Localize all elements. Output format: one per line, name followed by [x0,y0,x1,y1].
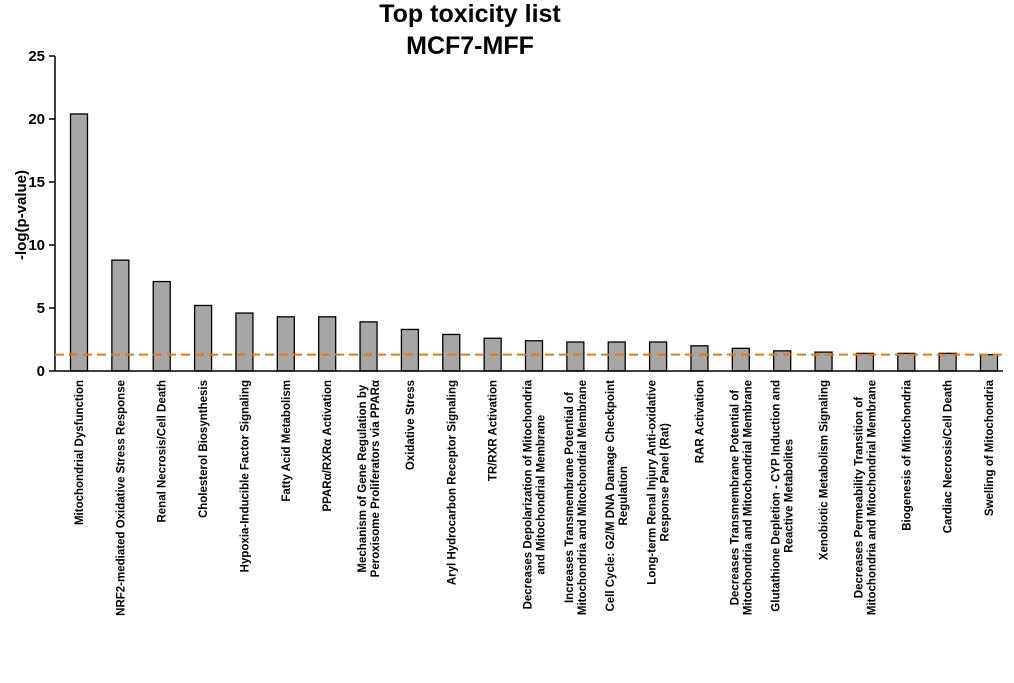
category-label: Mechanism of Gene Regulation by [357,384,369,572]
category-label: Biogenesis of Mitochondria [901,379,913,530]
category-label: and Mitochondrial Membrane [536,415,548,575]
bar [979,353,999,372]
axes-layer: 0 5 10 15 20 25 [28,48,1003,380]
y-tick-label: 0 [37,363,45,380]
category-label: PPARα/RXRα Activation [322,380,334,512]
category-label: Swelling of Mitochondria [984,379,996,516]
bar [318,316,337,372]
category-label: Decreases Depolarization of Mitochondria [523,379,535,609]
bar [193,304,213,372]
bar [648,341,668,372]
category-label: Increases Transmembrane Potential of [564,392,576,603]
bar [938,352,957,372]
category-label: Long-term Renal Injury Anti-oxidative [647,380,659,585]
category-label: Cell Cycle: G2/M DNA Damage Checkpoint [605,380,617,612]
bars-layer [69,113,999,372]
category-label: Response Panel (Rat) [660,423,672,541]
bar [442,333,461,372]
category-label: NRF2-mediated Oxidative Stress Response [115,380,127,616]
category-labels: Mitochondrial Dysfunction NRF2-mediated O… [74,379,996,615]
category-label: Mitochondrial Dysfunction [74,380,86,525]
category-label: Renal Necrosis/Cell Death [157,380,169,523]
y-axis-label: -log(p-value) [13,170,30,260]
category-label: Fatty Acid Metabolism [281,380,293,502]
bar [855,352,875,372]
category-label: Xenobiotic Metabolism Signaling [819,380,831,560]
category-label: Aryl Hydrocarbon Receptor Signaling [446,380,458,585]
bar [897,352,916,372]
category-label: Regulation [618,466,630,525]
chart-title-line-2: MCF7-MFF [406,32,534,60]
category-label: Decreases Transmembrane Potential of [729,390,741,606]
bar [276,316,295,372]
bar [400,328,420,372]
category-label: Reactive Metabolites [784,439,796,553]
y-tick-label: 10 [28,237,45,254]
category-label: Cardiac Necrosis/Cell Death [943,380,955,533]
bar [690,345,709,372]
category-label: Glutathione Depletion - CYP Induction an… [771,380,783,612]
bar [566,341,585,372]
bar [359,321,378,372]
category-label: TR/RXR Activation [488,380,500,481]
category-label: Mitochondria and Mitochondrial Membrane [866,380,878,615]
y-tick-label: 15 [28,174,45,191]
category-label: RAR Activation [694,380,706,463]
y-tick-label: 25 [28,48,45,65]
category-label: Mitochondria and Mitochondrial Membrane [577,380,589,615]
bar [607,341,626,372]
bar [235,312,254,372]
category-label: Cholesterol Biosynthesis [198,380,210,518]
category-label: Hypoxia-Inducible Factor Signaling [239,380,251,572]
chart-title-line-1: Top toxicity list [379,0,561,28]
y-tick-label: 5 [37,300,45,317]
category-label: Mitochondria and Mitochondrial Membrane [742,380,754,615]
bar [524,340,544,372]
bar [731,347,750,372]
category-label: Peroxisome Proliferators via PPARα [370,380,382,577]
category-label: Oxidative Stress [405,380,417,470]
bar [152,280,171,372]
category-label: Decreases Permeability Transition of [853,397,865,599]
y-tick-label: 20 [28,111,45,128]
bar [69,113,89,372]
